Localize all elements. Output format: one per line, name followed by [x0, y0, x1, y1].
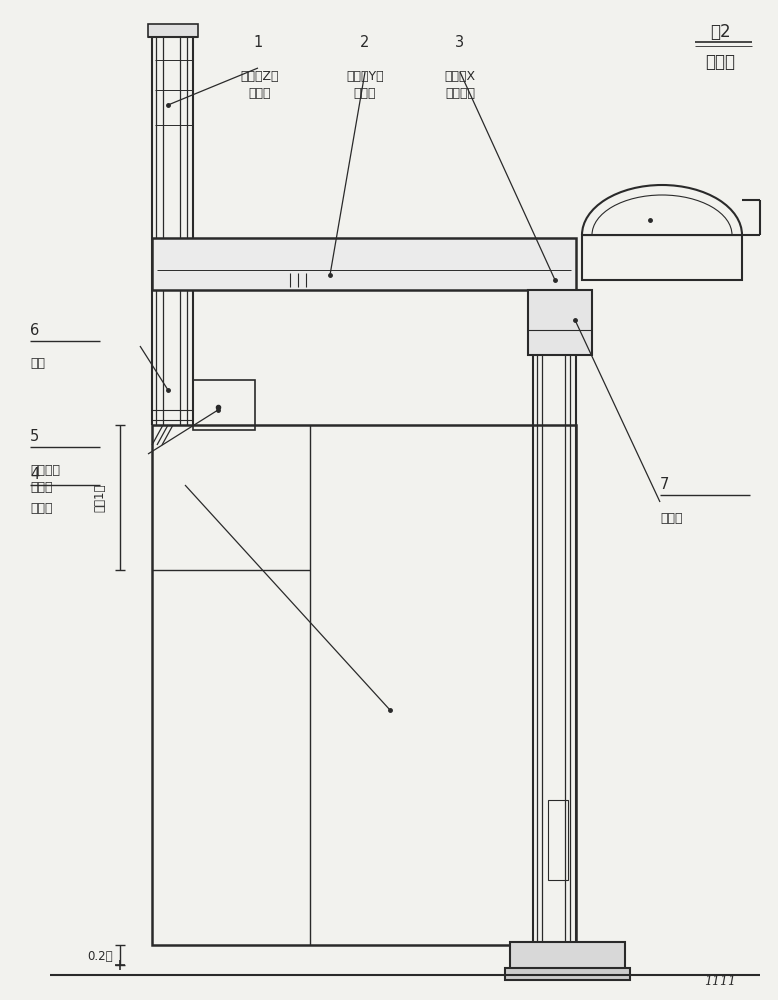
Text: 两杆式X
向运动轴: 两杆式X 向运动轴	[444, 70, 475, 100]
Text: 6: 6	[30, 323, 39, 338]
Text: 抓手: 抓手	[30, 357, 45, 370]
Text: 1: 1	[254, 35, 263, 50]
Text: 1111: 1111	[704, 975, 736, 988]
Text: 两杆式Y向
运动轴: 两杆式Y向 运动轴	[346, 70, 384, 100]
Bar	[510, 942, 625, 970]
Bar	[152, 238, 576, 290]
Bar	[548, 800, 568, 880]
Text: 4: 4	[30, 467, 39, 482]
Text: 5: 5	[30, 429, 39, 444]
Bar	[148, 24, 198, 37]
Bar	[505, 968, 630, 980]
Bar	[193, 380, 255, 430]
Text: 控制箱: 控制箱	[660, 512, 682, 525]
Text: 取餐口及
电动门: 取餐口及 电动门	[30, 464, 60, 494]
Text: 图2: 图2	[710, 23, 731, 41]
Bar	[528, 290, 592, 355]
Text: 0.2米: 0.2米	[87, 950, 113, 964]
Text: 大于1米: 大于1米	[93, 484, 107, 512]
Bar	[152, 425, 576, 945]
Text: 2: 2	[360, 35, 370, 50]
Text: 3: 3	[455, 35, 464, 50]
Text: 餐品柜: 餐品柜	[30, 502, 52, 515]
Bar	[582, 235, 742, 280]
Text: 7: 7	[660, 477, 669, 492]
Text: 两杆式Z向
运动轴: 两杆式Z向 运动轴	[240, 70, 279, 100]
Text: 侧视图: 侧视图	[705, 53, 735, 71]
